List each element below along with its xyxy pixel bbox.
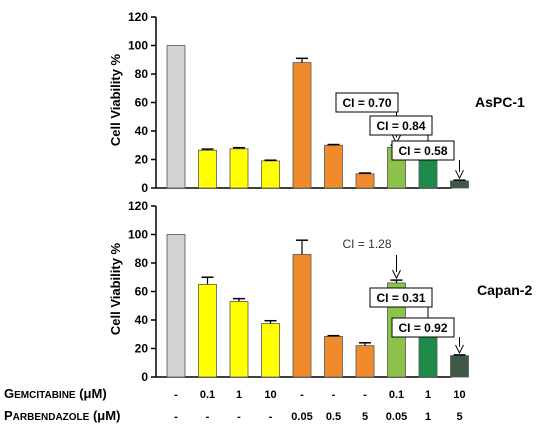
row-label-rest: EMCITABINE — [14, 390, 76, 401]
bar — [229, 148, 249, 189]
annotation-label: CI = 0.70 — [342, 96, 391, 110]
y-tick-label: 60 — [135, 285, 149, 299]
row-cell: 10 — [453, 389, 465, 401]
annotation-box — [335, 92, 399, 113]
chart-panel-1: 0 20 40 60 80 100 120 Cell Viability % AsPC-1 CI … — [108, 10, 525, 195]
annotation-label: CI = 0.31 — [376, 291, 425, 305]
annotation-arrowhead — [455, 169, 464, 180]
row-label: PARBENDAZOLE (μM) — [4, 408, 120, 423]
bar — [450, 180, 469, 189]
row-cell: - — [363, 389, 367, 401]
row-cell: 0.5 — [326, 411, 341, 423]
y-tick-label: 0 — [141, 370, 148, 384]
row-label: GEMCITABINE (μM) — [4, 386, 107, 401]
row-cell: 5 — [362, 411, 368, 423]
annotation-box — [391, 317, 455, 338]
y-tick-label: 20 — [135, 342, 149, 356]
y-axis-label: Cell Viability % — [108, 242, 123, 335]
treatment-row-2: PARBENDAZOLE (μM) - - - - 0.05 0.5 5 0.05 1 5 — [4, 408, 463, 423]
annotation-box — [369, 287, 433, 308]
row-cell: 1 — [425, 411, 431, 423]
annotation-label: CI = 1.28 — [342, 237, 391, 251]
bar — [324, 335, 343, 378]
y-tick-label: 100 — [128, 39, 148, 53]
row-cell: 0.1 — [389, 389, 404, 401]
row-label-initial: P — [4, 408, 13, 423]
treatment-row-1: GEMCITABINE (μM) - 0.1 1 10 - - - 0.1 1 10 — [4, 386, 466, 401]
bar — [261, 323, 280, 378]
bar — [198, 149, 217, 189]
y-tick-label: 40 — [135, 313, 149, 327]
row-cell: - — [269, 411, 273, 423]
bar — [355, 173, 375, 189]
bar — [324, 144, 343, 189]
annotation-arrowhead — [392, 269, 401, 280]
bar — [418, 336, 438, 378]
bar — [166, 45, 186, 189]
row-cell: 10 — [264, 389, 276, 401]
row-cell: 0.05 — [291, 411, 312, 423]
bar — [292, 62, 312, 189]
bar — [450, 355, 469, 378]
annotation-label: CI = 0.92 — [398, 321, 447, 335]
row-label-initial: G — [4, 386, 14, 401]
bar — [355, 345, 375, 378]
row-label-unit: (μM) — [89, 408, 120, 423]
row-label-rest: ARBENDAZOLE — [13, 412, 90, 423]
row-cell: 1 — [425, 389, 431, 401]
bar — [229, 301, 249, 378]
y-tick-label: 60 — [135, 96, 149, 110]
annotation-box — [369, 115, 433, 136]
annotation-label: CI = 0.84 — [376, 119, 425, 133]
row-cell: 5 — [456, 411, 462, 423]
row-cell: - — [237, 411, 241, 423]
chart-panel-2: 0 20 40 60 80 100 120 Cell Viability % Capan-2 CI… — [108, 199, 532, 384]
y-tick-label: 0 — [141, 181, 148, 195]
bar — [166, 234, 186, 378]
row-cell: 0.05 — [386, 411, 407, 423]
annotation-label: CI = 0.58 — [398, 144, 447, 158]
bar — [261, 160, 280, 189]
panel-label: AsPC-1 — [475, 94, 525, 110]
row-cell: - — [174, 411, 178, 423]
y-tick-label: 120 — [128, 199, 148, 213]
row-cell: - — [332, 389, 336, 401]
y-tick-label: 20 — [135, 153, 149, 167]
panel-label: Capan-2 — [477, 282, 532, 298]
annotation-box — [391, 140, 455, 161]
row-cell: 1 — [236, 389, 242, 401]
y-axis-label: Cell Viability % — [108, 53, 123, 146]
y-tick-label: 100 — [128, 228, 148, 242]
y-tick-label: 40 — [135, 124, 149, 138]
bar — [198, 283, 217, 378]
row-cell: - — [174, 389, 178, 401]
y-tick-label: 80 — [135, 67, 149, 81]
y-tick-label: 80 — [135, 256, 149, 270]
row-label-unit: (μM) — [76, 386, 107, 401]
row-cell: - — [300, 389, 304, 401]
y-tick-label: 120 — [128, 10, 148, 24]
annotation-arrowhead — [455, 344, 464, 355]
row-cell: - — [206, 411, 210, 423]
row-cell: 0.1 — [200, 389, 215, 401]
bar — [292, 254, 312, 378]
